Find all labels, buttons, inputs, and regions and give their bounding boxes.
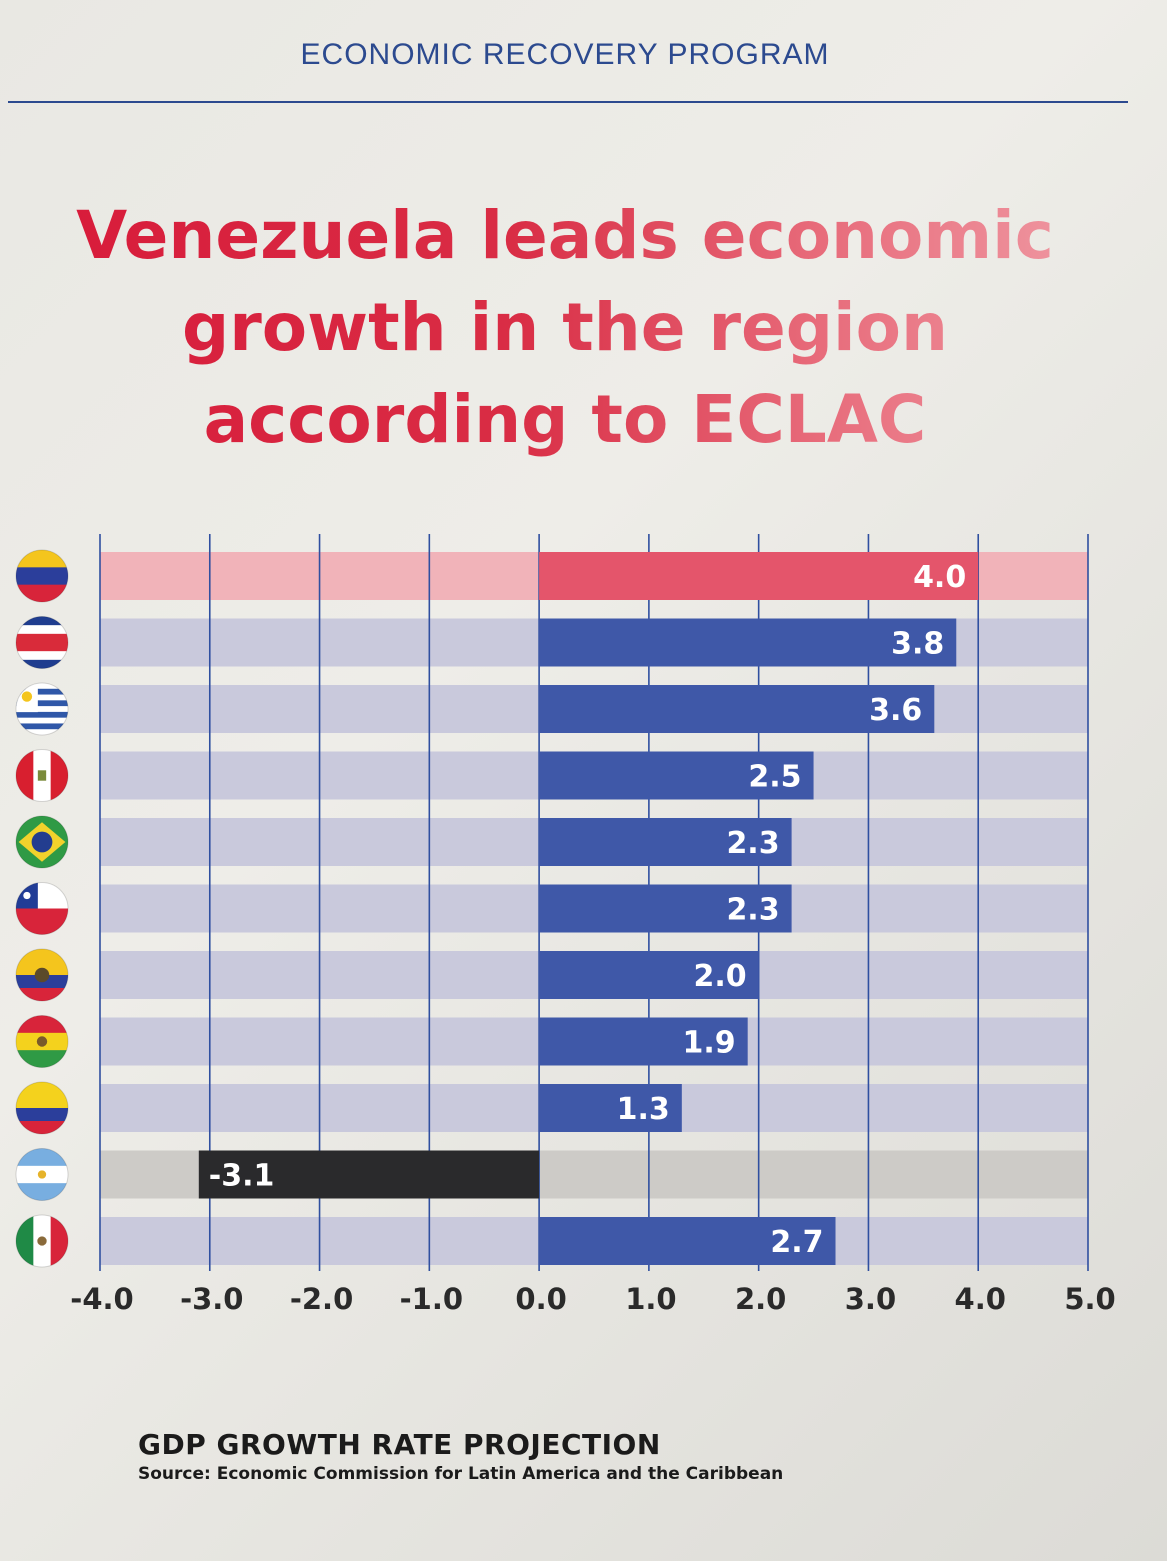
bar-value-label: 3.8 [891,627,944,662]
x-tick-label: 2.0 [735,1282,786,1316]
flag-ring [15,948,69,1002]
headline-line-1: Venezuela leads economic [76,197,1054,274]
bar-value-label: -3.1 [209,1159,275,1194]
flag-ring [15,549,69,603]
flag-ring [15,749,69,802]
bar-value-label: 2.3 [726,826,779,861]
bar-value-label: 1.9 [683,1026,736,1061]
flag-ring [15,882,69,935]
flag-ring [15,1081,69,1135]
x-tick-label: 5.0 [1064,1282,1115,1316]
x-tick-label: 1.0 [625,1282,676,1316]
bar-value-label: 3.6 [869,693,922,728]
x-tick-label: -4.0 [70,1282,133,1316]
argentina-flag-icon [16,1148,68,1201]
flag-ring [15,815,69,869]
bar-value-label: 2.0 [694,959,747,994]
bar-bolivia [539,1017,748,1066]
x-tick-label: 3.0 [845,1282,896,1316]
uruguay-flag-icon [16,683,68,735]
bar-costa-rica [539,618,957,667]
chart-caption: GDP GROWTH RATE PROJECTION [138,1428,661,1461]
bar-value-label: 1.3 [617,1092,670,1127]
bar-peru [539,751,814,800]
bar-chile [539,884,792,933]
header-divider [8,101,1128,103]
flag-ring [15,1015,69,1068]
headline-line-2: growth in the region [182,289,948,366]
x-tick-label: -2.0 [290,1282,353,1316]
headline: Venezuela leads economic growth in the r… [40,190,1090,466]
venezuela-flag-icon [16,550,68,602]
flag-ring [15,682,69,736]
bar-mexico [539,1217,836,1265]
bar-value-label: 2.3 [726,893,779,928]
bar-venezuela [539,552,979,600]
flag-ring [15,1214,69,1268]
program-header: ECONOMIC RECOVERY PROGRAM [300,38,830,71]
bar-argentina [198,1150,540,1199]
peru-flag-icon [16,749,68,802]
brazil-flag-icon [16,816,68,868]
bar-brazil [539,818,792,866]
source-note: Source: Economic Commission for Latin Am… [138,1464,784,1484]
costa-rica-flag-icon [16,616,68,669]
flag-ring [15,616,69,669]
bar-value-label: 2.7 [770,1225,823,1260]
x-tick-label: -1.0 [400,1282,463,1316]
bar-colombia [539,1084,682,1132]
x-tick-label: 0.0 [515,1282,566,1316]
bar-value-label: 4.0 [913,560,966,595]
x-tick-label: 4.0 [955,1282,1006,1316]
bolivia-flag-icon [16,1015,68,1068]
flag-ring [15,1148,69,1201]
x-tick-label: -3.0 [180,1282,243,1316]
gdp-bar-chart: 4.0 3.8 3.6 2.5 2.3 2.3 2.0 1.9 1.3 -3.1 2.7 -4.0 -3… [15,534,1116,1316]
headline-line-3: according to ECLAC [203,381,927,458]
bar-ecuador [539,951,759,999]
mexico-flag-icon [16,1215,68,1267]
bar-value-label: 2.5 [748,760,801,795]
bar-uruguay [539,685,935,733]
